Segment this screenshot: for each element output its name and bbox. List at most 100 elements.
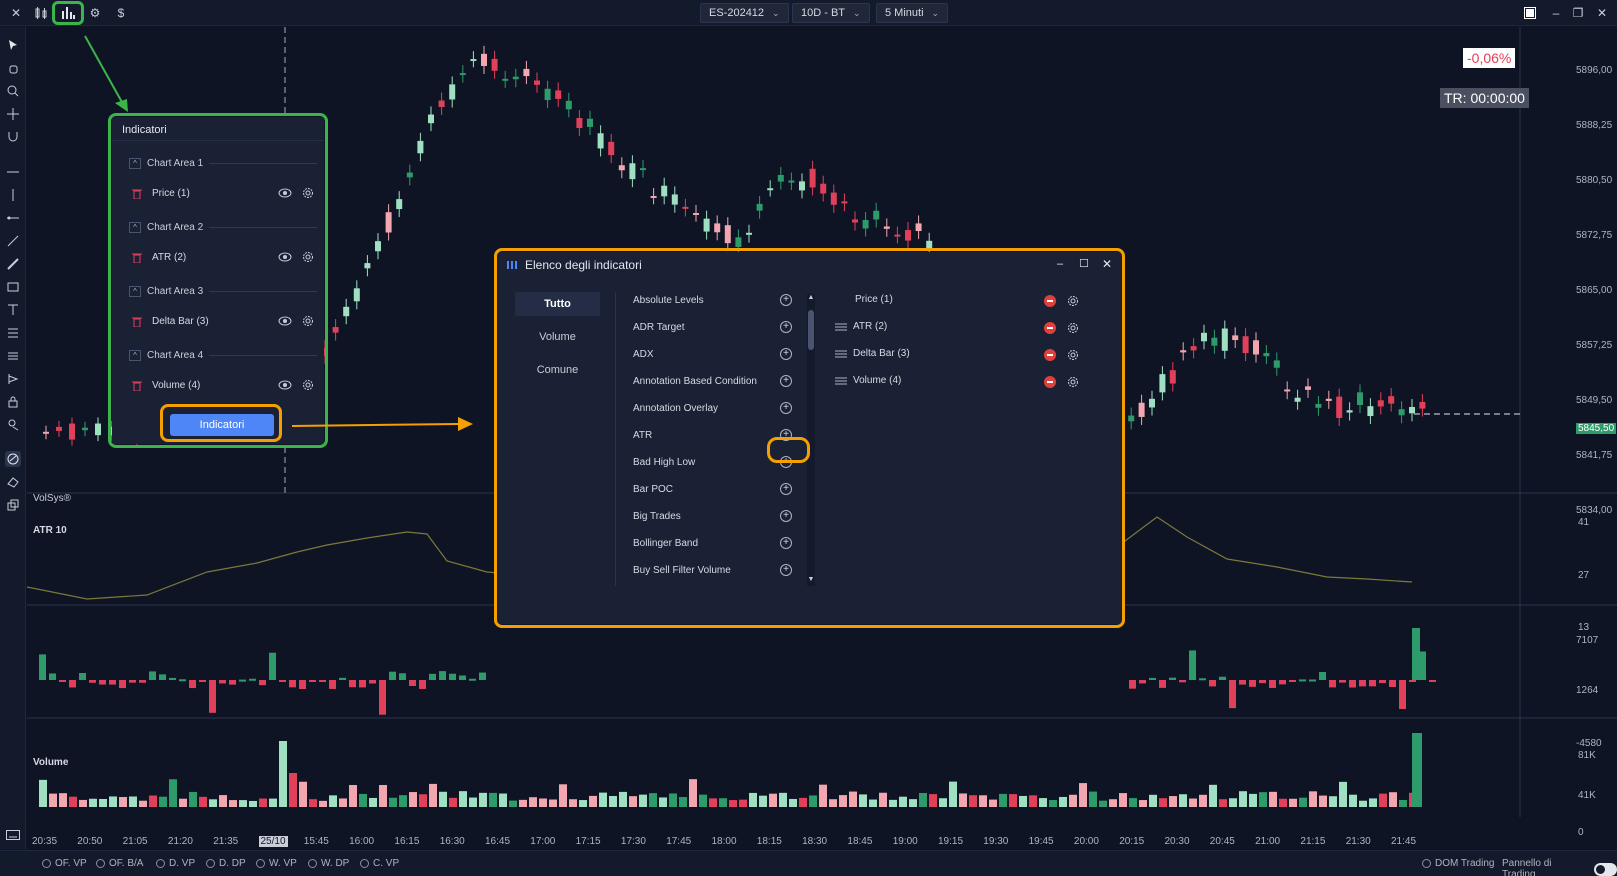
signal-icon[interactable] xyxy=(5,371,21,387)
category-tab-volume[interactable]: Volume xyxy=(539,331,576,343)
close-icon[interactable]: ✕ xyxy=(10,6,22,20)
trash-icon[interactable] xyxy=(132,188,142,199)
collapse-caret-icon[interactable]: ^ xyxy=(129,350,141,361)
profile-toggle[interactable]: OF. VP xyxy=(42,858,87,869)
available-indicator[interactable]: Annotation Overlay xyxy=(633,403,719,414)
eraser-icon[interactable] xyxy=(5,474,21,490)
period-select[interactable]: 10D - BT ⌄ xyxy=(792,3,870,23)
profile-toggle[interactable]: D. VP xyxy=(156,858,195,869)
selected-indicator[interactable]: ATR (2) xyxy=(835,321,1105,332)
candles-icon[interactable] xyxy=(34,3,50,23)
remove-indicator-icon[interactable] xyxy=(1044,349,1056,361)
profile-toggle[interactable]: W. DP xyxy=(308,858,349,869)
available-indicator[interactable]: Annotation Based Condition xyxy=(633,376,757,387)
radio-icon[interactable] xyxy=(96,859,105,868)
drag-handle-icon[interactable] xyxy=(835,323,847,331)
vertical-line-icon[interactable] xyxy=(5,187,21,203)
profile-toggle[interactable]: OF. B/A xyxy=(96,858,143,869)
dialog-close-icon[interactable]: ✕ xyxy=(1102,257,1113,271)
drawing-mode-icon[interactable] xyxy=(5,451,21,467)
trading-panel-toggle[interactable]: Pannello di Trading xyxy=(1502,858,1617,876)
radio-icon[interactable] xyxy=(206,859,215,868)
drag-handle-icon[interactable] xyxy=(835,350,847,358)
hand-icon[interactable] xyxy=(5,60,21,76)
selected-indicator[interactable]: Delta Bar (3) xyxy=(835,348,1105,359)
gear-icon[interactable] xyxy=(302,379,314,391)
layout-icon[interactable] xyxy=(1522,3,1538,23)
text-icon[interactable] xyxy=(5,302,21,318)
radio-icon[interactable] xyxy=(360,859,369,868)
add-indicator-icon[interactable]: + xyxy=(780,402,792,414)
profile-toggle[interactable]: C. VP xyxy=(360,858,399,869)
levels-icon[interactable] xyxy=(5,348,21,364)
selected-indicator[interactable]: Price (1) xyxy=(855,294,1125,305)
chart-area[interactable] xyxy=(27,27,1617,849)
indicators-button[interactable]: Indicatori xyxy=(170,414,274,436)
chart-area-header[interactable]: ^ Chart Area 3 xyxy=(129,286,317,297)
trash-icon[interactable] xyxy=(132,252,142,263)
available-list-scrollbar[interactable]: ▲ ▼ xyxy=(807,294,815,586)
trend-line-icon[interactable] xyxy=(5,233,21,249)
fibonacci-icon[interactable] xyxy=(5,256,21,272)
cursor-icon[interactable] xyxy=(5,37,21,53)
magnet-icon[interactable] xyxy=(5,129,21,145)
rectangle-icon[interactable] xyxy=(5,279,21,295)
window-close-icon[interactable]: ✕ xyxy=(1596,6,1608,20)
eye-icon[interactable] xyxy=(278,188,292,198)
drag-handle-icon[interactable] xyxy=(835,377,847,385)
gear-icon[interactable] xyxy=(302,315,314,327)
gear-icon[interactable] xyxy=(302,251,314,263)
restore-icon[interactable]: ❐ xyxy=(1572,6,1584,20)
eye-icon[interactable] xyxy=(278,380,292,390)
zoom-icon[interactable] xyxy=(5,83,21,99)
toggle-switch[interactable] xyxy=(1594,862,1617,876)
profile-toggle[interactable]: D. DP xyxy=(206,858,246,869)
dialog-maximize-icon[interactable]: ☐ xyxy=(1079,258,1089,270)
keyboard-icon[interactable] xyxy=(5,827,21,843)
add-indicator-icon[interactable]: + xyxy=(780,321,792,333)
horizontal-line-icon[interactable] xyxy=(5,164,21,180)
radio-icon[interactable] xyxy=(308,859,317,868)
add-indicator-icon[interactable]: + xyxy=(780,483,792,495)
add-indicator-icon[interactable]: + xyxy=(780,510,792,522)
add-indicator-icon[interactable]: + xyxy=(780,375,792,387)
trash-icon[interactable] xyxy=(132,316,142,327)
dom-trading-toggle[interactable]: DOM Trading xyxy=(1422,858,1494,869)
indicators-icon[interactable] xyxy=(58,3,78,23)
crosshair-icon[interactable] xyxy=(5,106,21,122)
chart-area-header[interactable]: ^ Chart Area 2 xyxy=(129,222,317,233)
available-indicator[interactable]: Big Trades xyxy=(633,511,681,522)
gear-icon[interactable] xyxy=(1067,349,1079,361)
settings-icon[interactable]: ⚙ xyxy=(89,6,101,20)
eye-icon[interactable] xyxy=(278,316,292,326)
available-indicator[interactable]: Buy Sell Filter Volume xyxy=(633,565,731,576)
add-indicator-icon[interactable]: + xyxy=(780,564,792,576)
remove-indicator-icon[interactable] xyxy=(1044,376,1056,388)
radio-icon[interactable] xyxy=(42,859,51,868)
profile-toggle[interactable]: W. VP xyxy=(256,858,297,869)
category-tab-tutto[interactable]: Tutto xyxy=(515,292,600,316)
category-tab-comune[interactable]: Comune xyxy=(536,364,579,376)
visibility-icon[interactable] xyxy=(5,417,21,433)
layers-icon[interactable] xyxy=(5,497,21,513)
ray-icon[interactable] xyxy=(5,210,21,226)
collapse-caret-icon[interactable]: ^ xyxy=(129,222,141,233)
add-indicator-icon[interactable]: + xyxy=(780,537,792,549)
scroll-up-icon[interactable]: ▲ xyxy=(807,294,815,301)
eye-icon[interactable] xyxy=(278,252,292,262)
gear-icon[interactable] xyxy=(302,187,314,199)
lock-icon[interactable] xyxy=(5,394,21,410)
gear-icon[interactable] xyxy=(1067,295,1079,307)
available-indicator[interactable]: ADR Target xyxy=(633,322,685,333)
remove-indicator-icon[interactable] xyxy=(1044,322,1056,334)
remove-indicator-icon[interactable] xyxy=(1044,295,1056,307)
dollar-icon[interactable]: $ xyxy=(117,6,125,20)
available-indicator[interactable]: ADX xyxy=(633,349,654,360)
collapse-caret-icon[interactable]: ^ xyxy=(129,158,141,169)
radio-icon[interactable] xyxy=(156,859,165,868)
add-indicator-icon[interactable]: + xyxy=(780,294,792,306)
gear-icon[interactable] xyxy=(1067,376,1079,388)
gear-icon[interactable] xyxy=(1067,322,1079,334)
add-indicator-icon[interactable]: + xyxy=(780,429,792,441)
available-indicator[interactable]: ATR xyxy=(633,430,653,441)
